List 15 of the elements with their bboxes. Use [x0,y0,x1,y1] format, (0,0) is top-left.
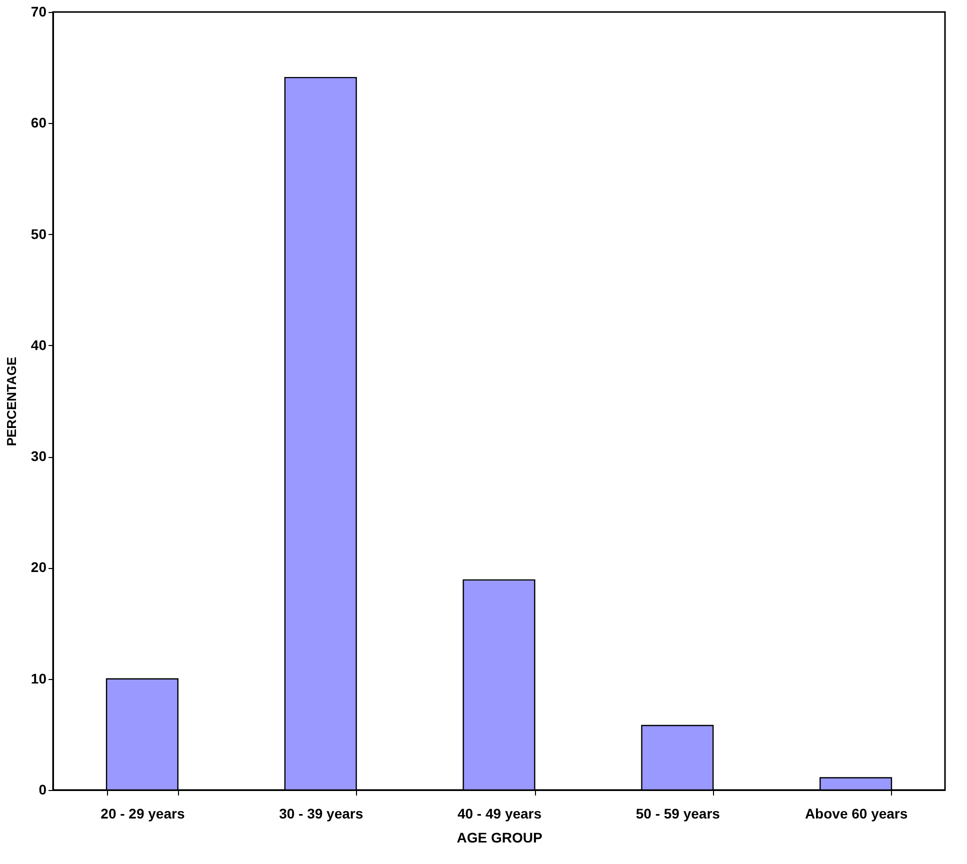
x-tick-label: 30 - 39 years [279,806,364,822]
y-axis-title: PERCENTAGE [4,356,19,446]
x-tick-label: 50 - 59 years [636,806,720,822]
y-tick-label: 10 [30,670,47,686]
x-tick-label: 20 - 29 years [100,806,185,822]
y-tick-label: 20 [30,559,47,576]
y-tick-label: 0 [38,782,47,798]
y-tick-label: 30 [30,448,47,464]
y-tick-label: 70 [30,4,47,20]
y-tick-label: 40 [30,336,47,353]
y-tick-label: 60 [30,114,47,131]
x-tick-label: Above 60 years [804,806,908,822]
y-tick-label: 50 [30,226,47,242]
x-axis-title: AGE GROUP [456,830,542,846]
x-tick-label: 40 - 49 years [457,806,542,822]
